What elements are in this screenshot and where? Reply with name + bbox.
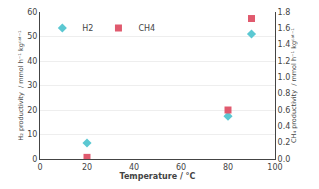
svg-text:Temperature / °C: Temperature / °C [120, 172, 196, 181]
svg-text:100: 100 [267, 163, 282, 172]
svg-text:0.6: 0.6 [278, 106, 291, 115]
svg-text:0: 0 [32, 155, 37, 164]
svg-text:20: 20 [27, 106, 37, 115]
svg-text:80: 80 [223, 163, 233, 172]
svg-text:0.0: 0.0 [278, 155, 291, 164]
svg-text:50: 50 [27, 32, 37, 41]
svg-text:0: 0 [37, 163, 42, 172]
svg-text:1.4: 1.4 [278, 40, 291, 49]
svg-text:H₂ productivity / mmol h⁻¹ kg: H₂ productivity / mmol h⁻¹ kgᶜᵃᵗ⁻¹ [17, 30, 25, 141]
svg-text:1.6: 1.6 [278, 24, 291, 33]
svg-text:60: 60 [27, 8, 37, 17]
svg-text:60: 60 [176, 163, 186, 172]
svg-text:0.2: 0.2 [278, 138, 291, 147]
svg-text:CH4: CH4 [138, 24, 155, 33]
svg-text:H2: H2 [82, 24, 93, 33]
svg-text:10: 10 [27, 130, 37, 139]
svg-text:0.8: 0.8 [278, 89, 291, 98]
svg-text:1.8: 1.8 [278, 8, 291, 17]
svg-text:CH₄ productivity / mmol h⁻¹ k: CH₄ productivity / mmol h⁻¹ kgᶜᵃᵗ⁻¹ [290, 28, 298, 143]
svg-text:40: 40 [27, 57, 37, 66]
svg-text:30: 30 [27, 81, 37, 90]
svg-text:40: 40 [129, 163, 139, 172]
svg-text:1.2: 1.2 [278, 57, 291, 66]
svg-text:1.0: 1.0 [278, 73, 291, 82]
svg-text:20: 20 [82, 163, 92, 172]
svg-text:0.4: 0.4 [278, 122, 291, 131]
